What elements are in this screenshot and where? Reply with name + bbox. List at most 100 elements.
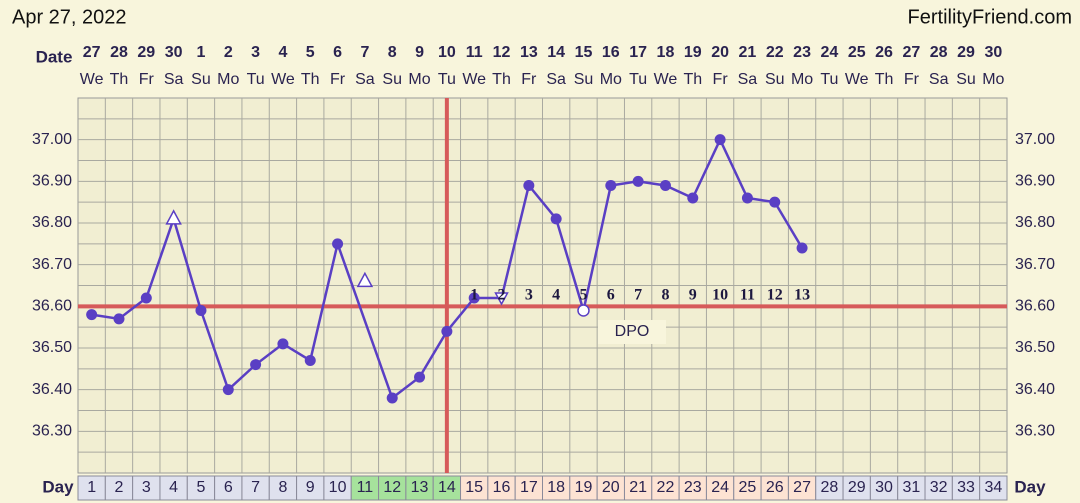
weekday: Fr [521, 71, 537, 88]
weekday: Fr [904, 71, 920, 88]
day-number: 24 [711, 479, 729, 496]
day-number: 4 [169, 479, 178, 496]
day-cell [733, 475, 762, 501]
date: 22 [766, 44, 784, 61]
temp-point [577, 304, 590, 317]
date: 2 [224, 44, 233, 61]
temp-point [386, 392, 398, 404]
date: 24 [820, 44, 838, 61]
y-tick-label-right: 36.70 [1015, 256, 1055, 273]
date-label: Date [36, 47, 73, 66]
weekday: Th [301, 71, 320, 88]
day-number: 20 [602, 479, 620, 496]
day-cell [623, 475, 653, 501]
temp-point [687, 192, 699, 204]
temp-point [414, 371, 426, 383]
day-cell [651, 475, 680, 501]
weekday: Mo [791, 71, 813, 88]
weekday: Mo [217, 71, 239, 88]
y-tick-label: 37.00 [32, 131, 72, 148]
y-tick-label: 36.40 [32, 381, 72, 398]
y-tick-label-right: 37.00 [1015, 131, 1055, 148]
temp-point [195, 305, 207, 316]
date: 28 [930, 44, 948, 61]
weekday: Mo [982, 71, 1004, 88]
weekday: Fr [330, 71, 346, 88]
day-number: 10 [329, 479, 347, 496]
weekday: Fr [713, 71, 729, 88]
day-label: Day [1014, 477, 1046, 496]
dpo-label: 3 [525, 287, 533, 304]
temp-point [632, 175, 644, 187]
weekday: Su [956, 71, 976, 88]
date: 12 [493, 44, 511, 61]
weekday: Mo [600, 71, 622, 88]
weekday: We [845, 71, 869, 88]
weekday: Th [875, 71, 894, 88]
weekday: We [462, 71, 486, 88]
weekday: Sa [738, 71, 758, 88]
day-number: 23 [684, 479, 702, 496]
day-cell [296, 475, 325, 501]
date: 20 [711, 44, 729, 61]
date: 14 [547, 44, 565, 61]
date: 19 [684, 44, 702, 61]
dpo-label: 13 [794, 287, 810, 304]
day-number: 30 [875, 479, 893, 496]
date: 11 [466, 44, 483, 61]
date: 1 [197, 44, 206, 61]
day-cell [842, 475, 871, 501]
temp-point [332, 238, 344, 250]
weekday: Th [683, 71, 702, 88]
date: 10 [438, 44, 456, 61]
dpo-label: 6 [607, 287, 615, 304]
day-number: 14 [438, 479, 456, 496]
date: 21 [739, 44, 757, 61]
dpo-title: DPO [615, 323, 650, 340]
weekday: We [80, 71, 104, 88]
y-tick-label-right: 36.60 [1015, 298, 1055, 315]
dpo-label: 8 [661, 287, 669, 304]
date: 27 [83, 44, 101, 61]
temp-point [769, 196, 781, 208]
dpo-label: 12 [767, 287, 783, 304]
day-number: 7 [251, 479, 260, 496]
day-cell [815, 475, 844, 501]
day-number: 2 [115, 479, 124, 496]
temp-point [250, 359, 262, 371]
day-number: 27 [793, 479, 811, 496]
day-number: 13 [411, 479, 429, 496]
day-cell [979, 475, 1008, 501]
weekday: Fr [139, 71, 155, 88]
y-tick-label: 36.30 [32, 423, 72, 440]
temp-point [222, 384, 234, 396]
day-cell [241, 475, 270, 501]
day-number: 29 [848, 479, 866, 496]
day-cell [869, 475, 899, 501]
temp-point [277, 338, 289, 350]
day-cell [214, 475, 243, 501]
dpo-label: 11 [740, 287, 755, 304]
weekday: Tu [247, 71, 265, 88]
weekday: Sa [929, 71, 949, 88]
date: 7 [360, 44, 369, 61]
date: 29 [957, 44, 975, 61]
day-number: 1 [87, 479, 96, 496]
date: 3 [251, 44, 260, 61]
day-number: 5 [197, 479, 206, 496]
date: 5 [306, 44, 315, 61]
source: FertilityFriend.com [908, 6, 1072, 28]
temp-point [714, 134, 726, 146]
day-number: 19 [575, 479, 593, 496]
date: 16 [602, 44, 620, 61]
day-number: 15 [465, 479, 483, 496]
date: 15 [575, 44, 593, 61]
date: 30 [984, 44, 1002, 61]
day-number: 17 [520, 479, 538, 496]
temp-point [86, 309, 98, 321]
temp-point [356, 271, 374, 288]
day-cell [514, 475, 543, 501]
weekday: Th [492, 71, 511, 88]
day-cell [569, 475, 598, 501]
